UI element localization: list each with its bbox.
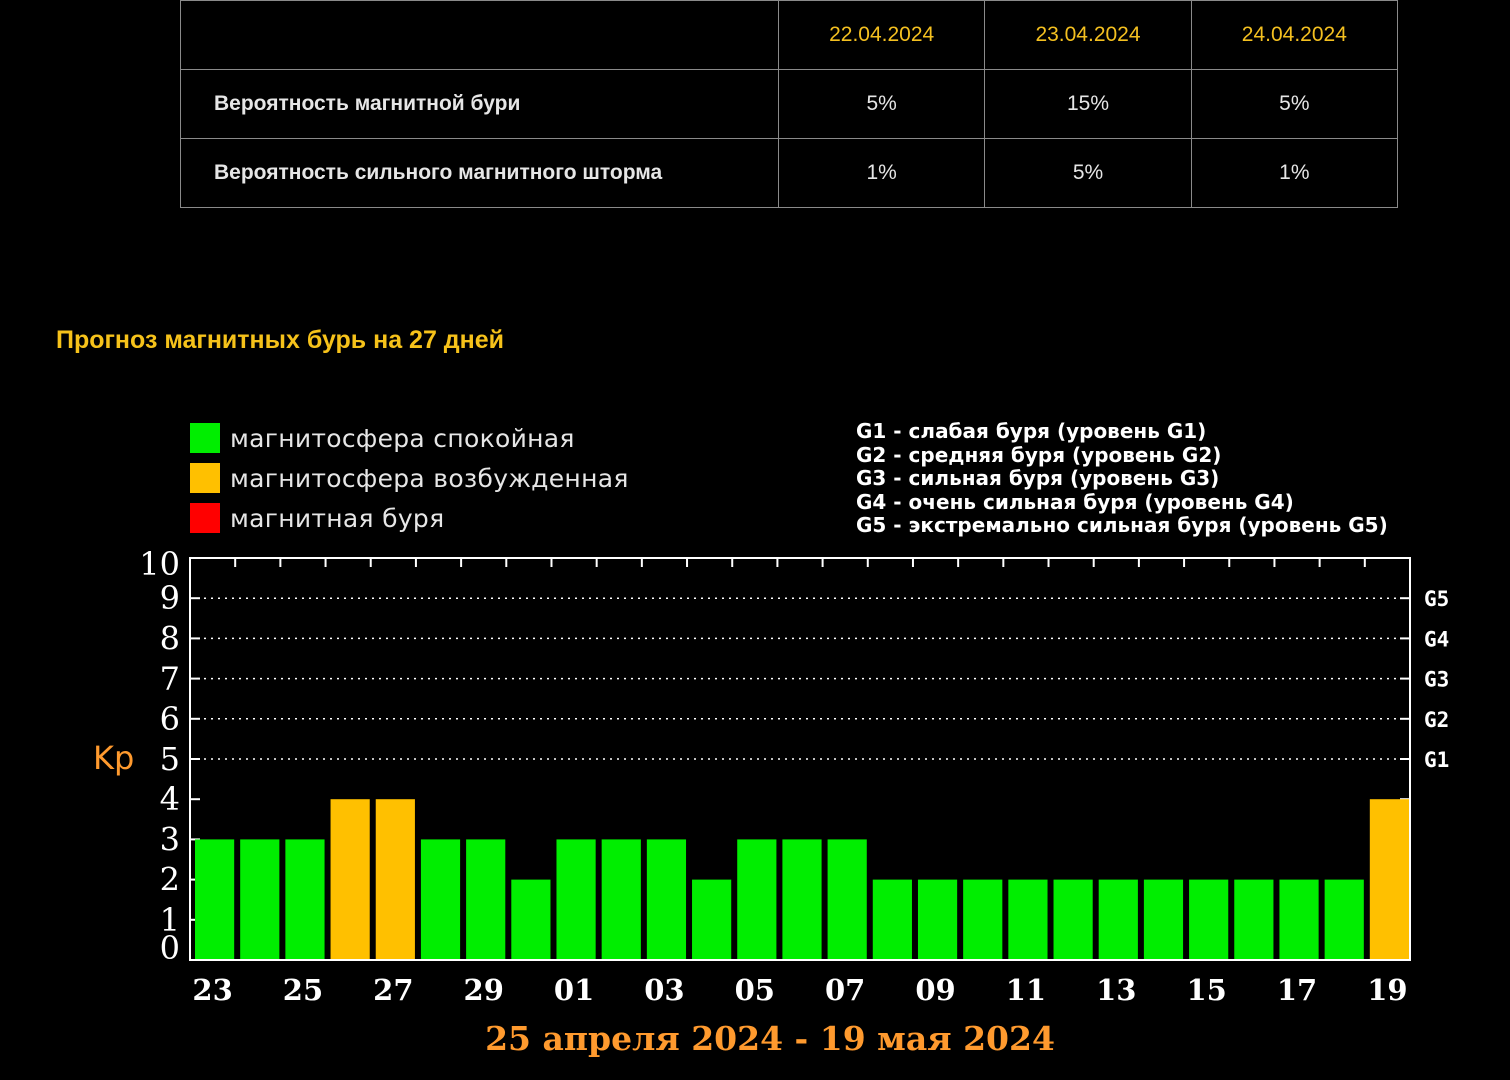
y-tick-label: 9 [160, 579, 180, 617]
legend-label: магнитная буря [230, 503, 445, 533]
table-cell: 15% [984, 69, 1192, 139]
g-legend-item: G5 - экстремально сильная буря (уровень … [856, 513, 1388, 538]
table-date-header: 23.04.2024 [984, 0, 1192, 70]
x-tick-label: 03 [644, 973, 684, 1007]
storm-probability-table: 22.04.2024 23.04.2024 24.04.2024 Вероятн… [180, 0, 1399, 208]
x-tick-label: 01 [554, 973, 594, 1007]
legend-swatch-green [190, 423, 220, 453]
legend-swatch-orange [190, 463, 220, 493]
x-tick-label: 17 [1277, 973, 1317, 1007]
table-row: Вероятность магнитной бури 5% 15% 5% [180, 69, 1399, 139]
y-tick-label: 1 [160, 901, 180, 939]
bar [195, 839, 235, 959]
table-row: Вероятность сильного магнитного шторма 1… [180, 138, 1399, 208]
bar [692, 879, 732, 959]
legend-item-excited: магнитосфера возбужденная [190, 458, 629, 498]
bar [556, 839, 596, 959]
g-legend-item: G4 - очень сильная буря (уровень G4) [856, 489, 1294, 514]
bar [872, 879, 912, 959]
y-tick-label: 7 [160, 660, 180, 698]
g-axis-label: G5 [1424, 587, 1449, 611]
x-tick-label: 25 [283, 973, 323, 1007]
bar [1008, 879, 1048, 959]
bar [1279, 879, 1319, 959]
bar [1143, 879, 1184, 959]
x-tick-label: 09 [915, 973, 955, 1007]
bar [240, 839, 280, 959]
forecast-title: Прогноз магнитных бурь на 27 дней [56, 326, 505, 354]
bar [466, 839, 506, 959]
x-tick-label: 27 [373, 973, 413, 1007]
bar [375, 799, 415, 959]
legend-label: магнитосфера спокойная [230, 423, 575, 453]
y-tick-label: 2 [160, 861, 180, 899]
table-date-header: 24.04.2024 [1190, 0, 1399, 70]
x-tick-label: 13 [1096, 973, 1136, 1007]
legend-item-calm: магнитосфера спокойная [190, 418, 629, 458]
g-axis-label: G1 [1424, 748, 1449, 772]
table-cell: 5% [1190, 69, 1399, 139]
bar [1053, 879, 1093, 959]
x-tick-label: 11 [1006, 973, 1046, 1007]
table-date-header: 22.04.2024 [777, 0, 986, 70]
bar [601, 839, 641, 959]
table-cell: 5% [777, 69, 986, 139]
x-tick-label: 15 [1186, 973, 1226, 1007]
g-legend-item: G1 - слабая буря (уровень G1) [856, 419, 1207, 443]
g-level-legend: G1 - слабая буря (уровень G1) G2 - средн… [856, 419, 1388, 538]
y-tick-label: 10 [139, 545, 180, 583]
bar [917, 879, 958, 959]
g-axis-label: G3 [1424, 668, 1449, 692]
bar [737, 839, 777, 959]
table-header-row: 22.04.2024 23.04.2024 24.04.2024 [180, 0, 1399, 70]
bar [1189, 879, 1229, 959]
legend-item-storm: магнитная буря [190, 498, 629, 538]
table-cell: 1% [777, 138, 986, 208]
table-row-label: Вероятность сильного магнитного шторма [180, 138, 779, 208]
bar [1369, 799, 1409, 959]
y-tick-label: 3 [160, 820, 180, 858]
y-tick-label: 0 [160, 929, 180, 967]
g-legend-item: G3 - сильная буря (уровень G3) [856, 466, 1220, 491]
table-row-label: Вероятность магнитной бури [180, 69, 779, 139]
bar [511, 879, 551, 959]
bar [827, 839, 867, 959]
y-tick-label: 4 [160, 780, 180, 818]
y-tick-label: 5 [160, 740, 180, 778]
bar [1098, 879, 1138, 959]
g-axis-label: G4 [1424, 627, 1449, 651]
legend-label: магнитосфера возбужденная [230, 463, 629, 493]
x-axis-label: 25 апреля 2024 - 19 мая 2024 [485, 1019, 1055, 1058]
x-tick-label: 23 [192, 973, 232, 1007]
table-corner-cell [180, 0, 779, 70]
x-tick-label: 05 [735, 973, 775, 1007]
legend-swatch-red [190, 503, 220, 533]
g-axis-label: G2 [1424, 708, 1449, 732]
y-axis-label: Kp [93, 739, 134, 777]
x-tick-label: 29 [464, 973, 504, 1007]
color-legend: магнитосфера спокойная магнитосфера возб… [190, 418, 629, 538]
y-tick-label: 6 [160, 700, 180, 738]
g-legend-item: G2 - средняя буря (уровень G2) [856, 442, 1222, 467]
y-tick-label: 8 [160, 619, 180, 657]
bar [963, 879, 1003, 959]
x-tick-label: 19 [1367, 973, 1407, 1007]
bar [1324, 879, 1364, 959]
table-cell: 5% [984, 138, 1192, 208]
bar [285, 839, 325, 959]
bar [646, 839, 687, 959]
table-cell: 1% [1190, 138, 1399, 208]
x-tick-label: 07 [825, 973, 865, 1007]
bar [1234, 879, 1274, 959]
bar [330, 799, 370, 959]
bar [420, 839, 461, 959]
bar [782, 839, 822, 959]
